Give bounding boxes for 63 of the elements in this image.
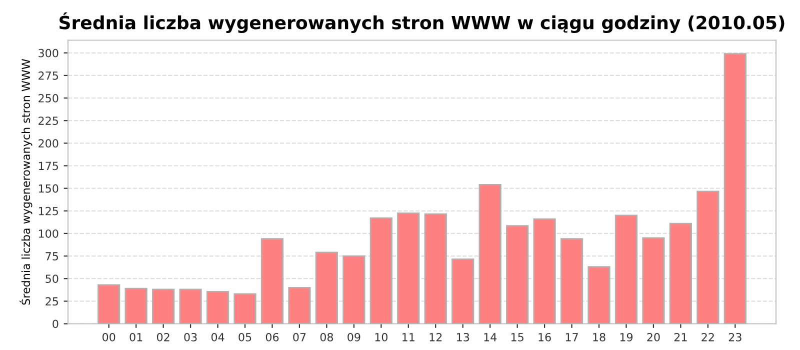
x-tick-label: 06 — [266, 332, 279, 342]
y-tick-label: 150 — [38, 184, 58, 193]
x-tick-label: 03 — [184, 332, 197, 342]
y-tick-label: 200 — [38, 139, 58, 148]
x-tick-label: 23 — [728, 332, 742, 342]
bar — [696, 190, 720, 324]
y-tick-label: 300 — [38, 48, 58, 58]
bar — [452, 258, 474, 324]
y-tick-label: 125 — [38, 206, 58, 216]
x-tick-label: 17 — [566, 333, 578, 342]
y-tick-label: 0 — [52, 320, 58, 328]
bar — [506, 225, 529, 324]
bar — [342, 255, 366, 324]
x-tick-label: 22 — [702, 332, 714, 342]
x-tick-label: 04 — [211, 332, 224, 342]
bar — [315, 252, 338, 324]
x-tick-label: 21 — [674, 332, 687, 342]
bar — [179, 288, 202, 324]
x-tick-label: 08 — [320, 332, 333, 342]
bar — [260, 238, 284, 324]
bar — [669, 222, 692, 324]
y-tick-label: 250 — [38, 94, 58, 102]
bar — [642, 237, 665, 324]
y-tick-label: 175 — [38, 162, 58, 170]
bar — [588, 266, 610, 324]
bar — [124, 288, 148, 324]
bar — [614, 214, 638, 324]
y-tick-label: 25 — [46, 297, 58, 306]
bar — [152, 288, 175, 324]
bar — [724, 53, 746, 324]
x-tick-label: 02 — [156, 332, 170, 342]
x-tick-label: 20 — [647, 332, 660, 342]
y-tick-label: 275 — [38, 71, 58, 80]
chart-title: Średnia liczba wygenerowanych stron WWW w ciągu godziny (2010.05) — [60, 12, 784, 34]
x-tick-label: 05 — [238, 332, 252, 342]
x-tick-label: 10 — [375, 332, 388, 342]
bar — [478, 184, 502, 324]
x-tick-label: 18 — [593, 332, 606, 342]
bar — [560, 238, 584, 324]
bar — [370, 217, 392, 324]
bar — [533, 218, 556, 324]
x-tick-label: 01 — [130, 332, 142, 342]
y-tick-label: 50 — [46, 274, 58, 283]
x-tick-label: 11 — [402, 333, 414, 342]
bar — [98, 284, 120, 324]
x-tick-label: 15 — [511, 333, 524, 342]
bar — [397, 212, 420, 324]
y-axis-title: Średnia liczba wygenerowanych stron WWW — [20, 58, 32, 305]
x-tick-label: 00 — [102, 332, 116, 342]
x-tick-label: 14 — [484, 333, 497, 342]
bar — [234, 293, 256, 324]
x-tick-label: 13 — [456, 332, 470, 342]
y-tick-label: 75 — [46, 252, 58, 260]
x-tick-label: 16 — [538, 332, 551, 342]
x-tick-label: 19 — [620, 332, 633, 342]
y-tick-label: 100 — [38, 229, 58, 238]
x-tick-label: 12 — [430, 332, 442, 342]
x-tick-label: 09 — [348, 332, 360, 342]
y-tick-label: 225 — [38, 116, 58, 125]
bar — [288, 286, 311, 324]
x-tick-label: 07 — [293, 332, 306, 342]
bar — [206, 291, 230, 324]
bar — [424, 213, 447, 324]
